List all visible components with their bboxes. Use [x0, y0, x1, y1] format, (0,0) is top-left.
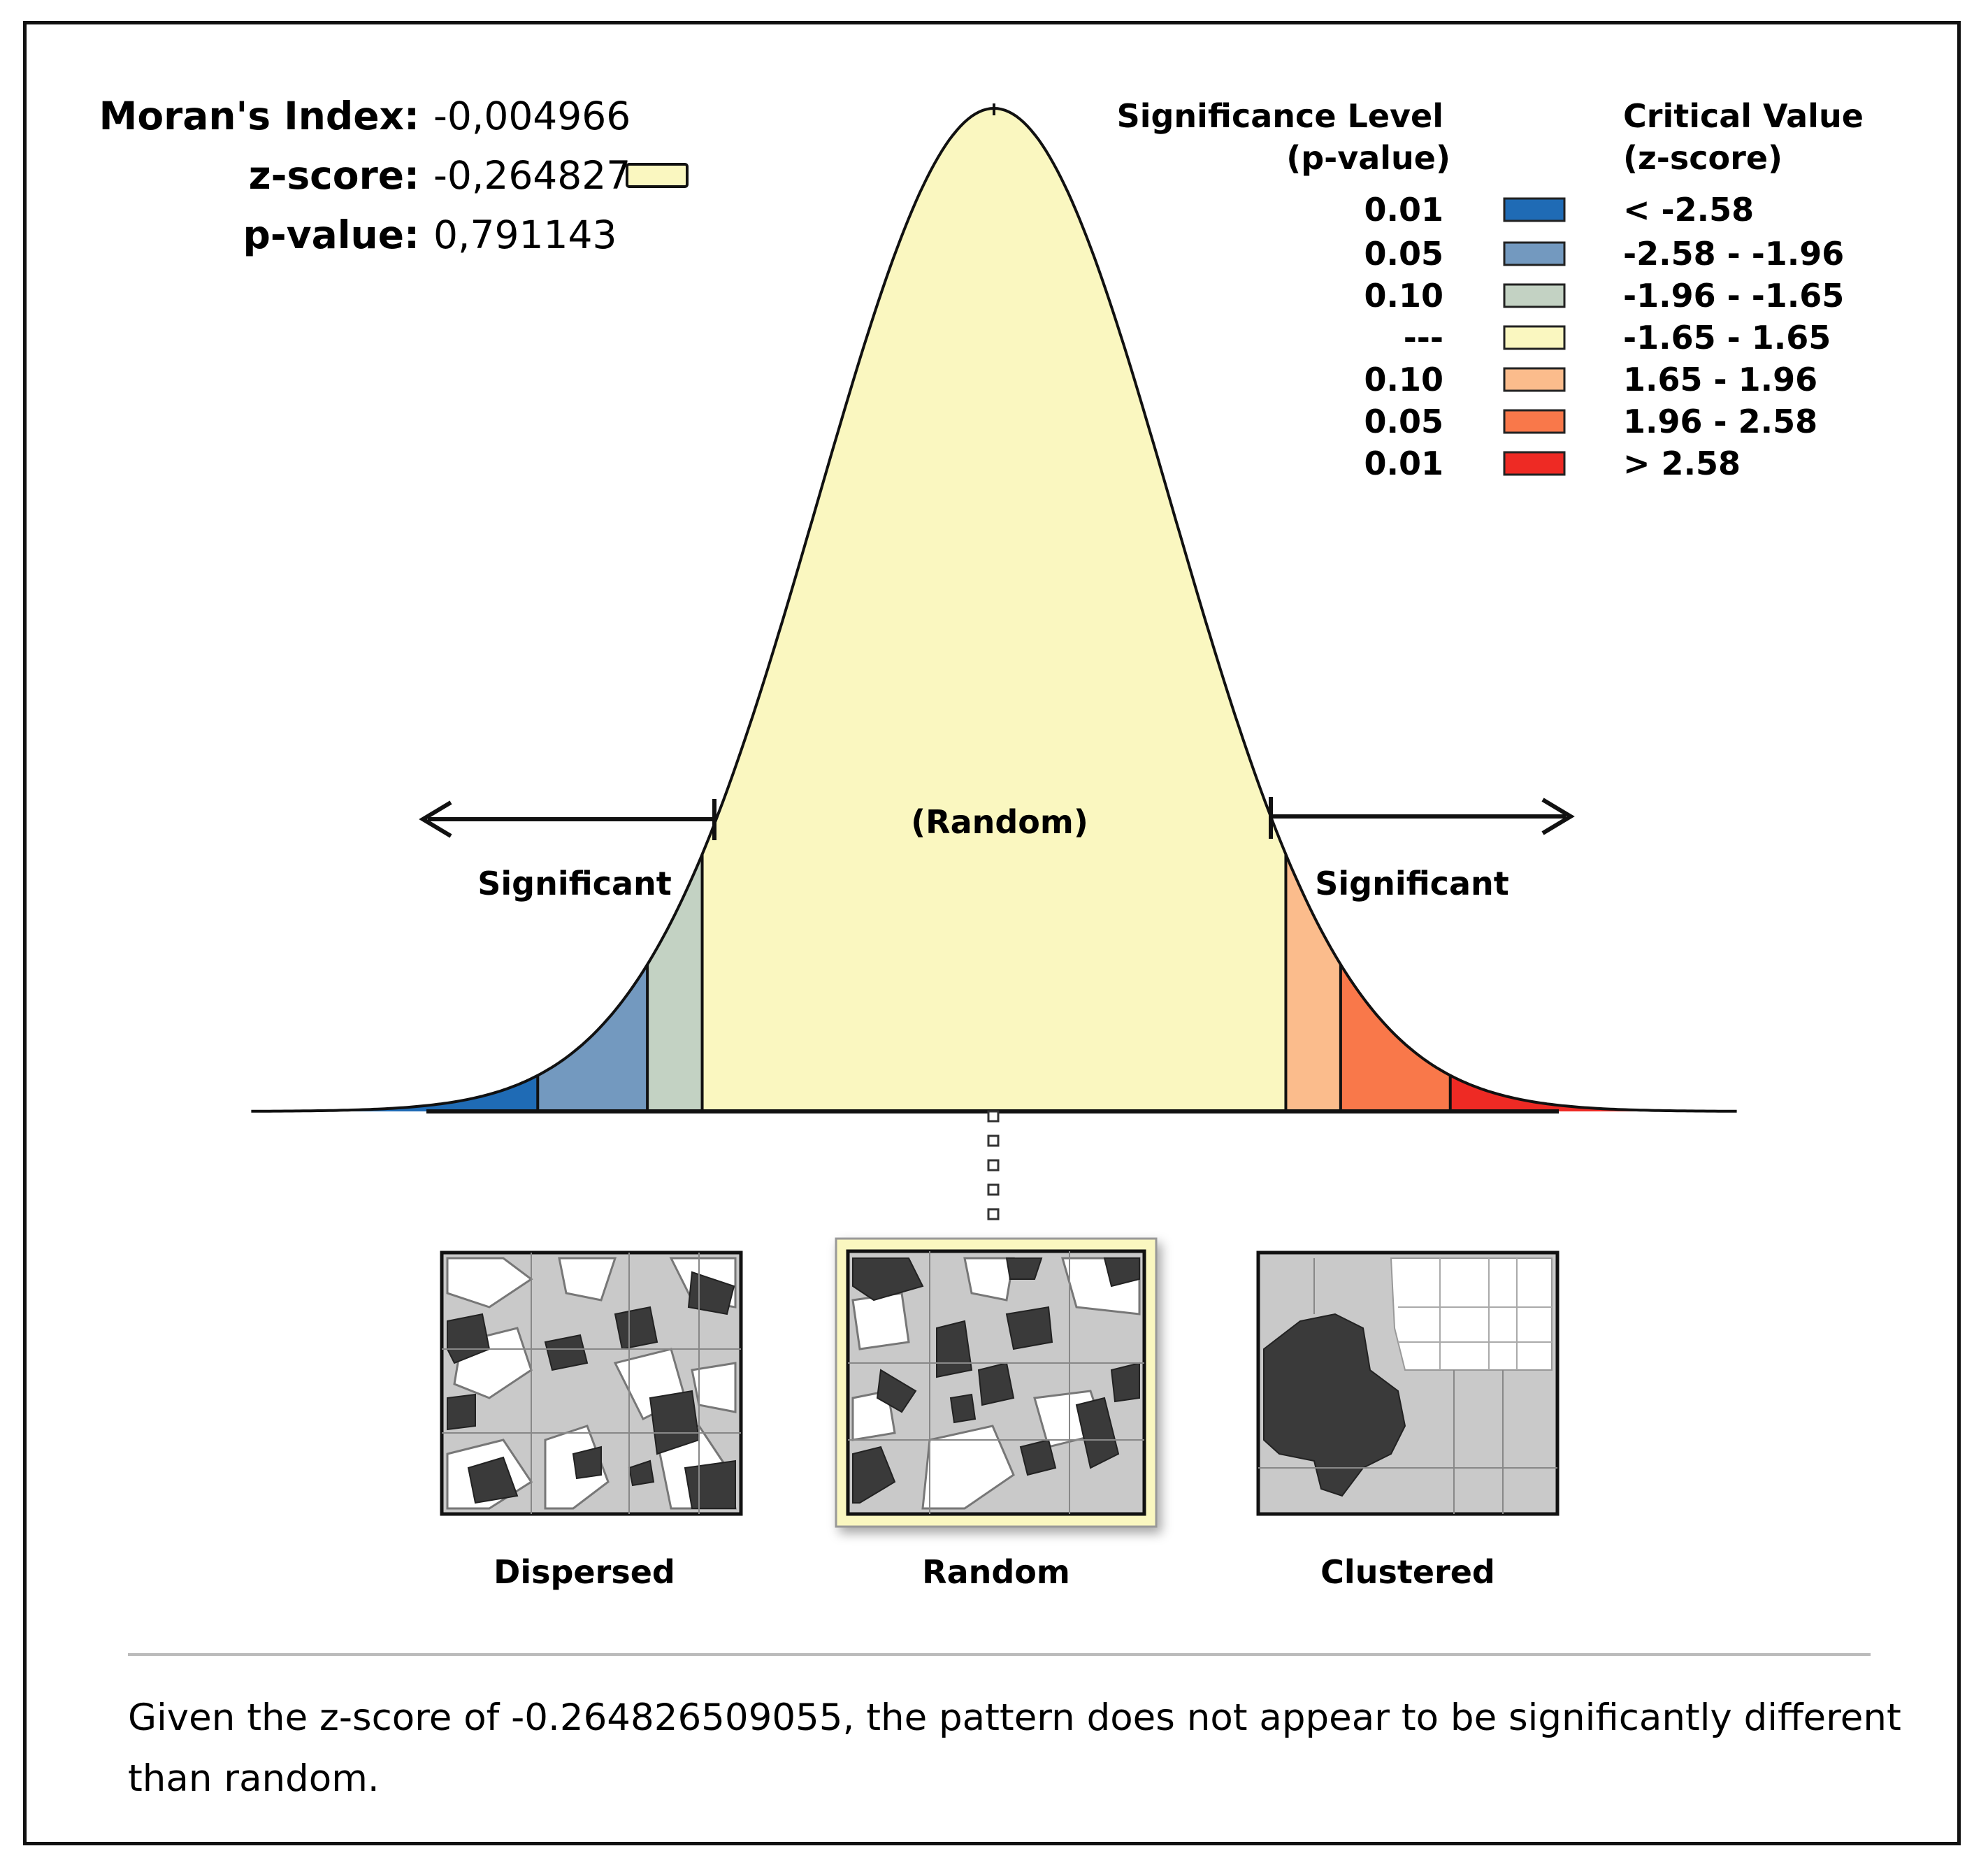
- right-significant-label: Significant: [1315, 865, 1508, 902]
- legend-swatch: [1503, 325, 1566, 350]
- legend-p-value: ---: [1404, 319, 1443, 356]
- legend-swatch: [1503, 409, 1566, 434]
- z-score-value: -0,264827: [433, 153, 631, 198]
- dispersed-label: Dispersed: [494, 1553, 675, 1591]
- random-curve-label: (Random): [911, 803, 1088, 841]
- z-score-swatch: [626, 163, 689, 188]
- curve-fills: [251, 108, 1737, 1111]
- legend: Significance Level (p-value) Critical Va…: [1117, 97, 1864, 482]
- random-panel-label: Random: [922, 1553, 1070, 1591]
- legend-z-range: 1.96 - 2.58: [1623, 403, 1817, 440]
- legend-sig-header-2: (p-value): [1286, 139, 1450, 177]
- curve-band: [1285, 854, 1341, 1111]
- legend-crit-header-2: (z-score): [1623, 139, 1782, 177]
- legend-p-value: 0.01: [1364, 191, 1444, 229]
- legend-z-range: 1.65 - 1.96: [1623, 361, 1817, 398]
- z-score-label: z-score:: [249, 153, 419, 198]
- clustered-panel: Clustered: [1256, 1250, 1560, 1591]
- moran-index-value: -0,004966: [433, 94, 631, 138]
- conclusion: Given the z-score of -0.264826509055, th…: [128, 1696, 1901, 1800]
- curve-band: [702, 108, 1286, 1111]
- legend-p-value: 0.05: [1364, 403, 1444, 440]
- pattern-panels: Dispersed: [440, 1237, 1560, 1591]
- legend-p-value: 0.01: [1364, 445, 1444, 482]
- random-panel: Random: [835, 1237, 1158, 1591]
- legend-swatch: [1503, 283, 1566, 308]
- legend-p-value: 0.05: [1364, 235, 1444, 273]
- curve-band: [1450, 1075, 1737, 1111]
- legend-z-range: > 2.58: [1623, 445, 1741, 482]
- legend-p-value: 0.10: [1364, 361, 1444, 398]
- legend-swatch: [1503, 241, 1566, 266]
- left-significant-arrow: [419, 799, 716, 840]
- p-value-value: 0,791143: [433, 212, 617, 257]
- dispersed-panel: Dispersed: [440, 1250, 743, 1591]
- left-significant-label: Significant: [477, 865, 671, 902]
- curve-band: [538, 964, 648, 1111]
- dotted-connector: [987, 1110, 1000, 1220]
- legend-z-range: -2.58 - -1.96: [1623, 235, 1844, 273]
- legend-swatch: [1503, 197, 1566, 222]
- legend-swatch: [1503, 367, 1566, 392]
- curve-band: [1340, 964, 1450, 1111]
- stats-block: Moran's Index: -0,004966 z-score: -0,264…: [99, 94, 689, 257]
- legend-sig-header-1: Significance Level: [1117, 97, 1443, 135]
- bell-curve: (Random) Significant Significant: [251, 103, 1737, 1220]
- conclusion-line-1: Given the z-score of -0.264826509055, th…: [128, 1696, 1901, 1739]
- legend-swatch: [1503, 451, 1566, 476]
- legend-z-range: -1.96 - -1.65: [1623, 277, 1844, 315]
- curve-band: [251, 1075, 538, 1111]
- legend-z-range: < -2.58: [1623, 191, 1754, 229]
- legend-z-range: -1.65 - 1.65: [1623, 319, 1831, 356]
- legend-p-value: 0.10: [1364, 277, 1444, 315]
- curve-band: [647, 854, 703, 1111]
- conclusion-line-2: than random.: [128, 1757, 380, 1800]
- p-value-label: p-value:: [243, 212, 419, 257]
- legend-crit-header-1: Critical Value: [1623, 97, 1864, 135]
- moran-index-label: Moran's Index:: [99, 94, 419, 138]
- right-significant-arrow: [1269, 797, 1575, 839]
- clustered-label: Clustered: [1320, 1553, 1495, 1591]
- legend-rows: 0.01 < -2.58 0.05 -2.58 - -1.96 0.10 -1.96 - …: [1364, 191, 1845, 482]
